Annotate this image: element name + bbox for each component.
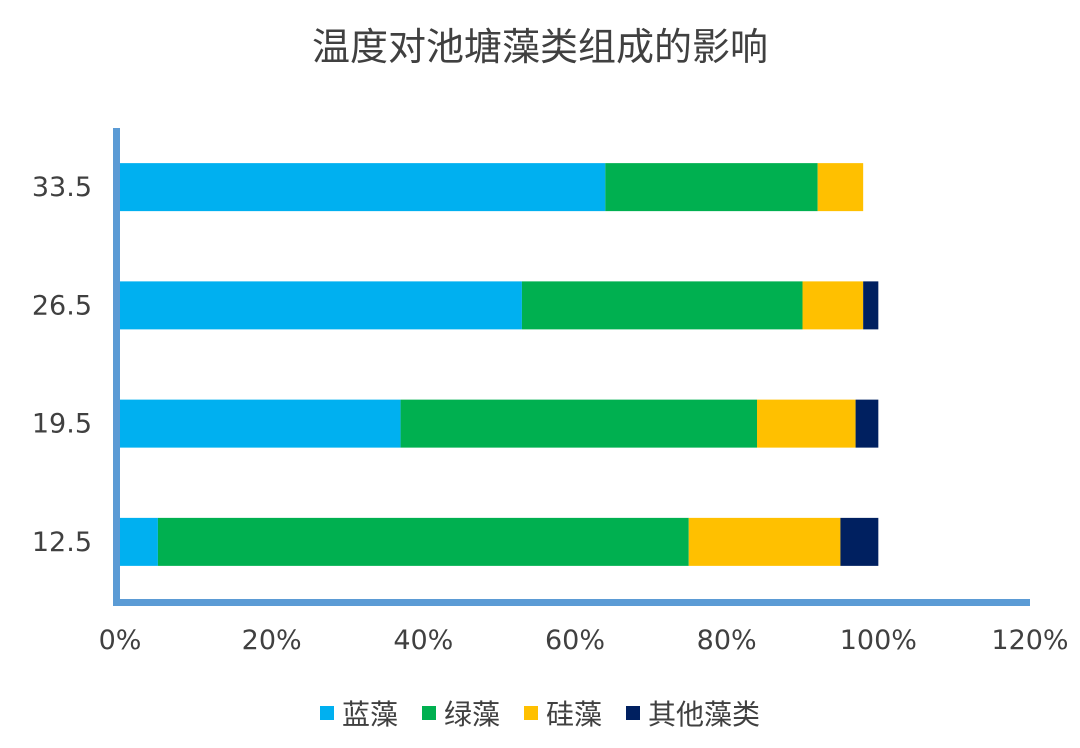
x-tick-label: 100% xyxy=(840,625,917,656)
legend-item: 硅藻 xyxy=(524,693,602,733)
legend-item: 绿藻 xyxy=(421,693,500,733)
legend-item: 蓝藻 xyxy=(319,693,398,733)
bar-12.5-series-1 xyxy=(157,517,689,566)
bar-33.5-series-2 xyxy=(817,163,864,212)
x-tick-label: 60% xyxy=(545,625,605,656)
bar-19.5-series-3 xyxy=(855,399,879,448)
x-tick-label: 0% xyxy=(99,625,142,656)
bar-12.5-series-2 xyxy=(688,517,841,566)
legend-label: 其他藻类 xyxy=(648,698,761,731)
legend-swatch xyxy=(524,706,538,720)
bar-19.5-series-0 xyxy=(120,399,401,448)
legend-label: 硅藻 xyxy=(546,698,603,731)
bar-19.5-series-2 xyxy=(757,399,856,448)
plot-area: 12.5 19.5 26.5 33.5 0% 20% 40% 60% 80% 100% 120% xyxy=(32,128,1069,656)
y-tick-label: 12.5 xyxy=(32,527,92,558)
x-tick-label: 80% xyxy=(697,625,757,656)
x-tick-label: 40% xyxy=(393,625,453,656)
y-tick-label: 26.5 xyxy=(32,290,92,321)
y-tick-label: 33.5 xyxy=(32,172,92,203)
legend: 蓝藻 绿藻 硅藻 其他藻类 xyxy=(0,688,1080,738)
chart-title: 温度对池塘藻类组成的影响 xyxy=(311,25,768,69)
legend-swatch xyxy=(421,706,436,720)
y-tick-label: 19.5 xyxy=(32,409,92,440)
bar-33.5-series-1 xyxy=(605,163,818,212)
legend-item: 其他藻类 xyxy=(626,693,760,733)
x-axis-line xyxy=(113,599,1030,606)
x-tick-label: 120% xyxy=(991,625,1068,656)
bar-19.5-series-1 xyxy=(400,399,757,448)
bar-26.5-series-1 xyxy=(521,281,803,330)
bar-26.5-series-3 xyxy=(863,281,879,330)
bar-33.5-series-0 xyxy=(120,163,606,212)
bar-12.5-series-3 xyxy=(840,517,879,566)
y-axis-line xyxy=(113,128,120,604)
legend-label: 蓝藻 xyxy=(341,698,398,731)
x-tick-label: 20% xyxy=(242,625,302,656)
bar-26.5-series-2 xyxy=(802,281,864,330)
legend-label: 绿藻 xyxy=(443,698,500,731)
legend-swatch xyxy=(319,706,334,720)
bar-12.5-series-0 xyxy=(120,517,158,566)
bar-26.5-series-0 xyxy=(120,281,522,330)
legend-swatch xyxy=(626,706,641,720)
